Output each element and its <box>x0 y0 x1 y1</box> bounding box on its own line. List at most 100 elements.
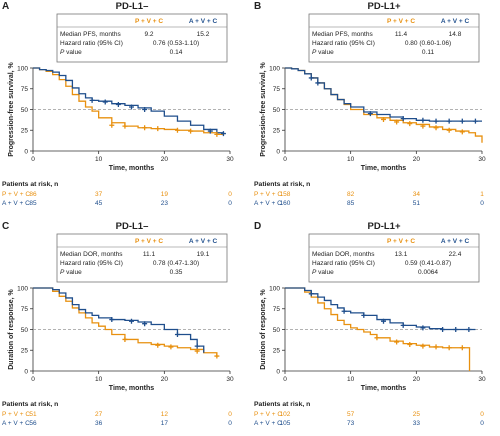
y-tick-label: 75 <box>21 306 29 313</box>
legend-avc: A + V + C <box>441 238 470 245</box>
x-tick-label: 10 <box>95 156 103 163</box>
legend-pvc: P + V + C <box>387 238 415 245</box>
y-tick-label: 0 <box>24 148 28 155</box>
censor-mark-avc <box>466 327 472 332</box>
panel-b: B PD-L1+ P + V + C A + V + C Median PFS, mon… <box>254 1 486 207</box>
y-tick-label: 0 <box>276 368 280 375</box>
legend-avc: A + V + C <box>189 238 218 245</box>
x-tick-label: 30 <box>478 376 486 383</box>
censor-mark-avc <box>142 321 148 327</box>
censor-mark-avc <box>174 331 180 337</box>
stats-box <box>308 13 480 63</box>
at-risk-value-pvc: 27 <box>95 411 103 418</box>
censor-mark-avc <box>440 327 446 332</box>
x-axis-label: Time, months <box>109 385 154 392</box>
at-risk-title: Patients at risk, n <box>254 181 310 188</box>
at-risk-label-pvc: P + V + C <box>2 191 30 198</box>
x-tick-label: 30 <box>478 156 486 163</box>
stat-value-avc: 15.2 <box>197 31 210 38</box>
at-risk-value-avc: 105 <box>280 420 291 427</box>
at-risk-label-avc: A + V + C <box>254 420 282 427</box>
x-axis-label: Time, months <box>109 165 154 172</box>
y-tick-label: 0 <box>276 148 280 155</box>
at-risk-value-pvc: 0 <box>228 191 232 198</box>
censor-mark-pvc <box>407 341 413 347</box>
stat-label: Median PFS, months <box>60 31 121 38</box>
x-tick-label: 30 <box>226 376 234 383</box>
at-risk-value-avc: 56 <box>29 420 37 427</box>
censor-mark-pvc <box>394 339 400 345</box>
at-risk-value-avc: 33 <box>413 420 421 427</box>
at-risk-value-pvc: 82 <box>347 191 355 198</box>
legend-avc: A + V + C <box>441 18 470 25</box>
panel-a: A PD-L1– P + V + C A + V + C Median PFS, mon… <box>2 1 234 207</box>
stat-label: Hazard ratio (95% CI) <box>312 260 375 267</box>
at-risk-value-pvc: 158 <box>280 191 291 198</box>
y-tick-label: 25 <box>21 128 29 135</box>
censor-mark-avc <box>102 99 108 105</box>
y-tick-label: 100 <box>17 65 28 72</box>
y-tick-label: 50 <box>21 327 29 334</box>
stat-label: P value <box>60 49 82 56</box>
y-tick-label: 50 <box>273 327 281 334</box>
y-tick-label: 25 <box>273 128 281 135</box>
censor-mark-avc <box>194 343 200 349</box>
y-tick-label: 75 <box>21 86 29 93</box>
stat-value: 0.11 <box>422 49 435 56</box>
at-risk-value-pvc: 12 <box>161 411 169 418</box>
censor-mark-avc <box>308 75 314 81</box>
at-risk-label-pvc: P + V + C <box>254 191 282 198</box>
censor-mark-avc <box>142 107 148 112</box>
at-risk-value-pvc: 37 <box>95 191 103 198</box>
censor-mark-avc <box>367 111 373 117</box>
y-tick-label: 75 <box>273 86 281 93</box>
stat-value: 0.35 <box>170 269 183 276</box>
at-risk-value-avc: 23 <box>161 200 169 207</box>
at-risk-value-pvc: 51 <box>29 411 37 418</box>
stat-value: 0.80 (0.60-1.06) <box>405 40 451 47</box>
stat-value-pvc: 11.1 <box>143 251 156 258</box>
stat-value: 0.59 (0.41-0.87) <box>405 260 451 267</box>
y-axis-label: Progression-free survival, % <box>8 61 15 156</box>
censor-mark-pvc <box>459 129 465 135</box>
legend-pvc: P + V + C <box>135 238 163 245</box>
stat-label: Hazard ratio (95% CI) <box>60 40 123 47</box>
curve-avc <box>33 287 205 353</box>
at-risk-value-avc: 0 <box>480 420 484 427</box>
at-risk-value-avc: 85 <box>347 200 355 207</box>
y-tick-label: 25 <box>273 348 281 355</box>
censor-mark-pvc <box>407 121 413 127</box>
censor-mark-pvc <box>194 348 200 354</box>
y-tick-label: 100 <box>269 285 280 292</box>
at-risk-title: Patients at risk, n <box>2 181 58 188</box>
censor-mark-pvc <box>122 123 128 129</box>
censor-mark-pvc <box>214 353 220 359</box>
censor-mark-avc <box>420 325 426 331</box>
stats-box <box>56 13 228 63</box>
censor-mark-pvc <box>433 125 439 131</box>
at-risk-value-avc: 0 <box>228 200 232 207</box>
censor-mark-avc <box>420 117 426 123</box>
censor-mark-avc <box>433 118 439 124</box>
x-axis-label: Time, months <box>361 385 406 392</box>
panel-letter: B <box>254 1 261 12</box>
censor-mark-pvc <box>446 127 452 133</box>
censor-mark-pvc <box>168 344 174 350</box>
y-tick-label: 100 <box>17 285 28 292</box>
censor-mark-avc <box>109 317 115 323</box>
y-tick-label: 100 <box>269 65 280 72</box>
censor-mark-pvc <box>174 127 180 133</box>
panel-c: C PD-L1– P + V + C A + V + C Median DOR, mon… <box>2 221 234 427</box>
stats-box <box>56 233 228 283</box>
curve-avc <box>285 67 482 122</box>
censor-mark-avc <box>115 102 121 108</box>
censor-mark-avc <box>361 312 367 318</box>
stats-box <box>308 233 480 283</box>
censor-mark-pvc <box>420 123 426 129</box>
censor-mark-pvc <box>155 126 161 132</box>
censor-mark-avc <box>453 327 459 332</box>
curve-avc <box>33 67 225 134</box>
stat-label: Hazard ratio (95% CI) <box>312 40 375 47</box>
at-risk-value-pvc: 0 <box>480 411 484 418</box>
censor-mark-pvc <box>381 116 386 122</box>
